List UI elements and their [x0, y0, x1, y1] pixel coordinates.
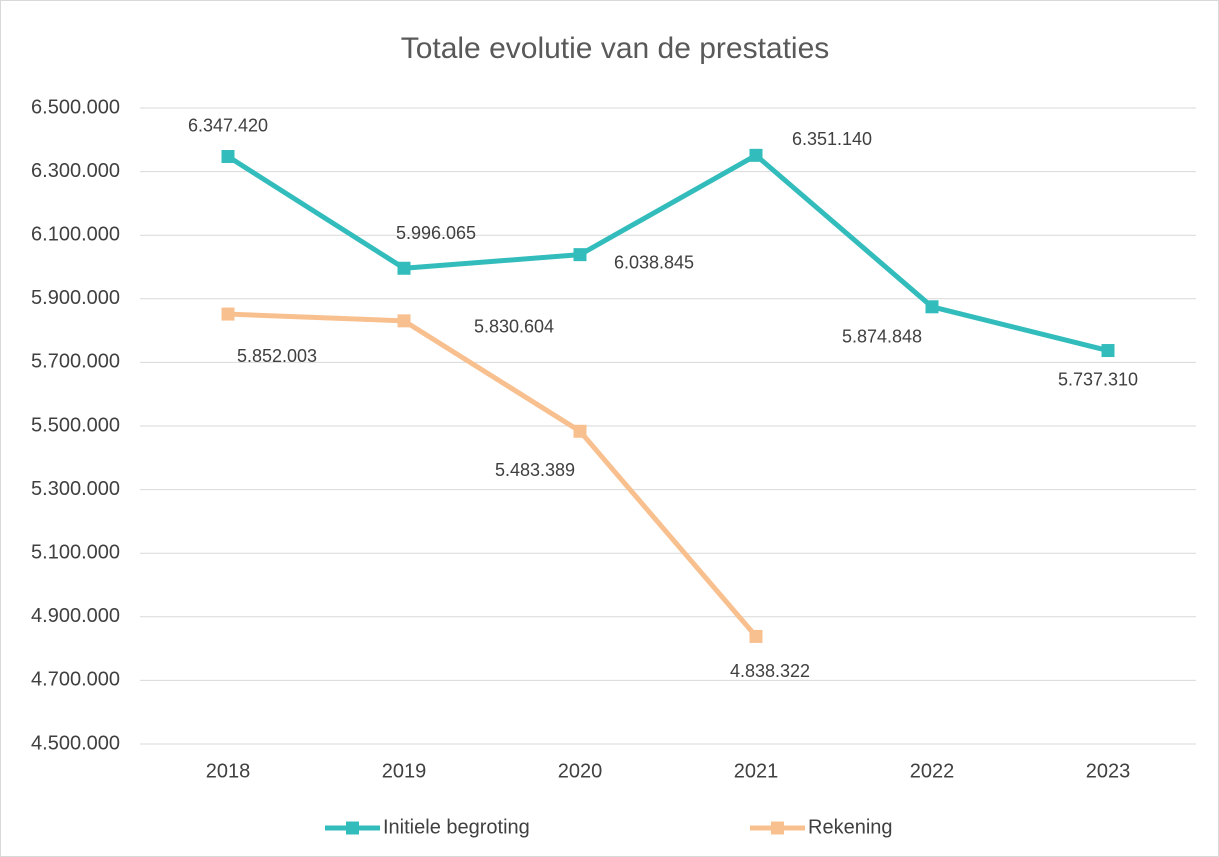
marker — [749, 629, 763, 643]
marker — [221, 150, 235, 164]
y-tick-label: 6.300.000 — [31, 160, 120, 182]
marker — [221, 307, 235, 321]
x-tick-label: 2021 — [734, 760, 779, 782]
data-label: 5.737.310 — [1058, 369, 1138, 389]
legend-marker — [771, 821, 784, 835]
series-line — [226, 152, 1109, 353]
x-tick-label: 2022 — [910, 760, 955, 782]
data-label: 6.347.420 — [188, 115, 268, 135]
x-tick-label: 2018 — [206, 760, 251, 782]
x-tick-label: 2023 — [1086, 760, 1131, 782]
y-tick-label: 4.500.000 — [31, 732, 120, 754]
y-tick-label: 5.900.000 — [31, 287, 120, 309]
data-label: 5.483.389 — [495, 460, 575, 480]
data-label: 6.038.845 — [614, 252, 694, 272]
y-tick-label: 4.900.000 — [31, 605, 120, 627]
marker — [397, 314, 411, 328]
series-line — [227, 311, 758, 639]
x-tick-label: 2019 — [382, 760, 427, 782]
data-label: 5.874.848 — [842, 327, 922, 347]
data-label: 6.351.140 — [792, 129, 872, 149]
marker — [1101, 344, 1115, 358]
y-tick-label: 4.700.000 — [31, 669, 120, 691]
data-label: 5.996.065 — [396, 223, 476, 243]
y-tick-label: 6.500.000 — [31, 96, 120, 118]
marker — [573, 248, 587, 262]
y-tick-label: 5.500.000 — [31, 414, 120, 436]
data-label: 4.838.322 — [730, 661, 810, 681]
legend-label: Initiele begroting — [383, 816, 530, 838]
marker — [573, 424, 587, 438]
y-tick-label: 5.300.000 — [31, 478, 120, 500]
x-tick-label: 2020 — [558, 760, 603, 782]
chart-title: Totale evolutie van de prestaties — [401, 32, 830, 65]
data-label: 5.852.003 — [237, 346, 317, 366]
legend-marker — [346, 821, 359, 835]
marker — [397, 261, 411, 275]
y-tick-label: 5.700.000 — [31, 351, 120, 373]
legend-label: Rekening — [808, 816, 893, 838]
data-label: 5.830.604 — [474, 317, 554, 337]
marker — [925, 300, 939, 314]
y-tick-label: 6.100.000 — [31, 223, 120, 245]
y-tick-label: 5.100.000 — [31, 541, 120, 563]
marker — [749, 148, 763, 162]
